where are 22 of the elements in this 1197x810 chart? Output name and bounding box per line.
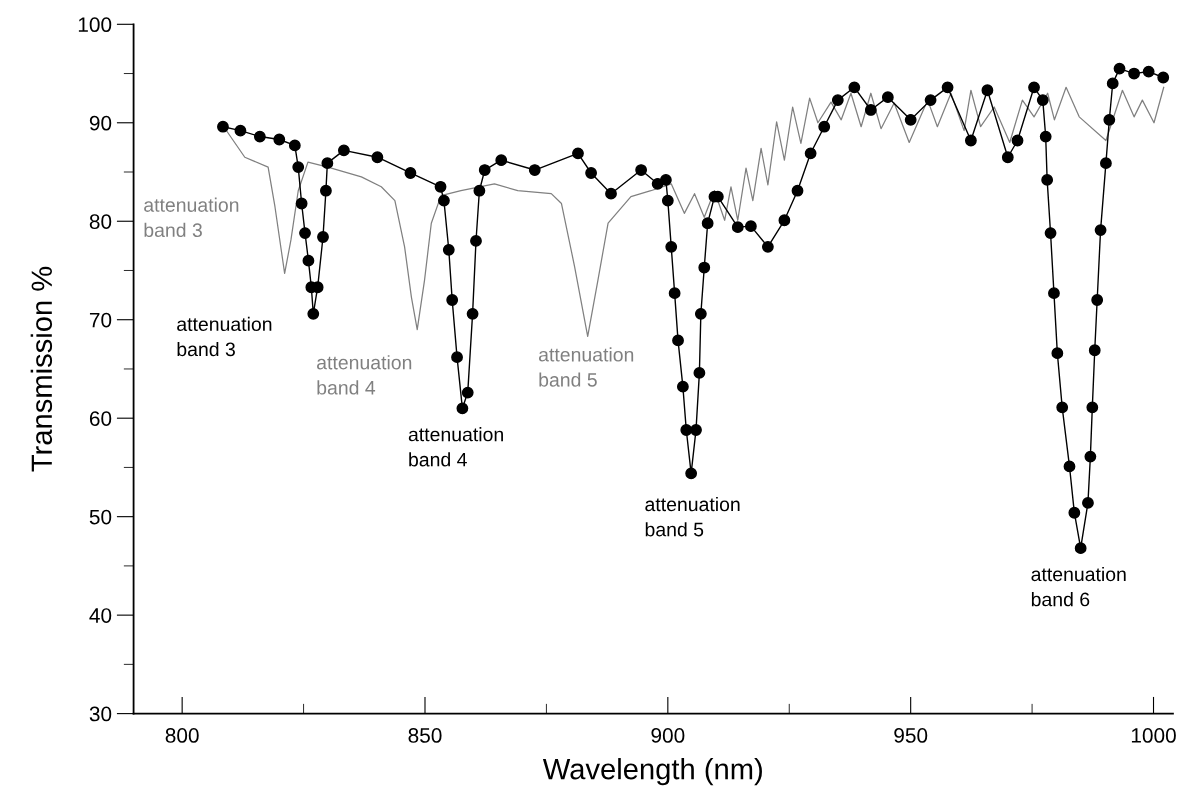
annotation: attenuation band 3	[177, 316, 272, 357]
y-tick-label: 30	[89, 706, 112, 722]
y-axis-title: Transmission %	[30, 266, 53, 472]
x-axis-title: Wavelength (nm)	[542, 758, 762, 786]
y-tick-label: 50	[89, 509, 112, 525]
annotation: attenuation band 3	[144, 197, 239, 238]
x-tick-label: 950	[894, 728, 928, 743]
y-tick-label: 70	[89, 312, 112, 328]
y-tick-label: 60	[89, 411, 112, 426]
x-tick-label: 900	[651, 728, 685, 743]
annotation: attenuation band 5	[645, 496, 740, 537]
y-tick-label: 100	[78, 17, 112, 33]
annotation: attenuation band 4	[317, 355, 412, 395]
y-tick-label: 90	[89, 115, 112, 131]
x-tick-label: 850	[408, 728, 442, 743]
x-tick-label: 800	[165, 728, 199, 743]
annotation: attenuation band 4	[408, 427, 503, 467]
y-tick-label: 80	[89, 214, 112, 229]
annotation: attenuation band 6	[1031, 566, 1126, 607]
x-tick-label: 1000	[1131, 728, 1176, 743]
y-tick-label: 40	[89, 608, 112, 623]
annotation: attenuation band 5	[538, 347, 634, 387]
